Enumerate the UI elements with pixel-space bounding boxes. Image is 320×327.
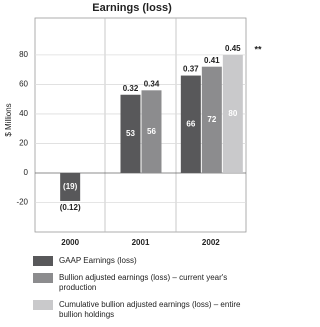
bar-value-label: 72 (207, 115, 216, 124)
bar-value-label: 53 (126, 129, 135, 138)
bar (141, 90, 162, 173)
bar-value-label: 80 (228, 109, 237, 118)
annotation: ** (254, 44, 262, 54)
bar (201, 66, 222, 173)
legend-label: Cumulative bullion adjusted earnings (lo… (59, 300, 241, 319)
bar (120, 94, 141, 173)
y-tick-label: 60 (19, 80, 28, 89)
legend-item: Bullion adjusted earnings (loss) – curre… (33, 273, 258, 293)
legend: GAAP Earnings (loss) Bullion adjusted ear… (33, 256, 258, 327)
y-tick-label: 80 (19, 50, 28, 59)
eps-label: 0.45 (225, 44, 241, 53)
legend-swatch (33, 273, 53, 283)
legend-label: GAAP Earnings (loss) (59, 256, 137, 265)
x-tick-label: 2002 (202, 238, 220, 247)
bar-value-label: 66 (186, 119, 195, 128)
legend-item: Cumulative bullion adjusted earnings (lo… (33, 300, 258, 320)
page: Earnings (loss) $ Millions ** -20 0 20 40 60… (4, 1, 262, 319)
eps-label: 0.37 (183, 65, 199, 74)
y-axis-label: $ Millions (4, 103, 13, 136)
y-tick-label: -20 (16, 198, 28, 207)
chart-title: Earnings (loss) (92, 2, 172, 14)
x-tick-label: 2001 (132, 238, 150, 247)
legend-item: GAAP Earnings (loss) (33, 256, 258, 266)
eps-label: 0.32 (123, 84, 139, 93)
x-tick-label: 2000 (61, 238, 79, 247)
plot-frame (34, 17, 247, 233)
bar (222, 54, 243, 173)
bar (180, 75, 201, 173)
legend-label: Bullion adjusted earnings (loss) – curre… (59, 273, 228, 292)
y-tick-label: 20 (19, 139, 28, 148)
y-tick-label: 0 (24, 168, 29, 177)
eps-label: 0.41 (204, 56, 220, 65)
chart: Earnings (loss) $ Millions ** -20 0 20 40 60… (4, 2, 262, 247)
legend-swatch (33, 300, 53, 310)
eps-label: 0.34 (144, 79, 160, 88)
legend-swatch (33, 256, 53, 266)
y-tick-label: 40 (19, 109, 28, 118)
eps-label: (0.12) (60, 203, 81, 212)
bar (60, 172, 81, 202)
bar-value-label: (19) (63, 182, 78, 191)
bar-value-label: 56 (147, 127, 156, 136)
